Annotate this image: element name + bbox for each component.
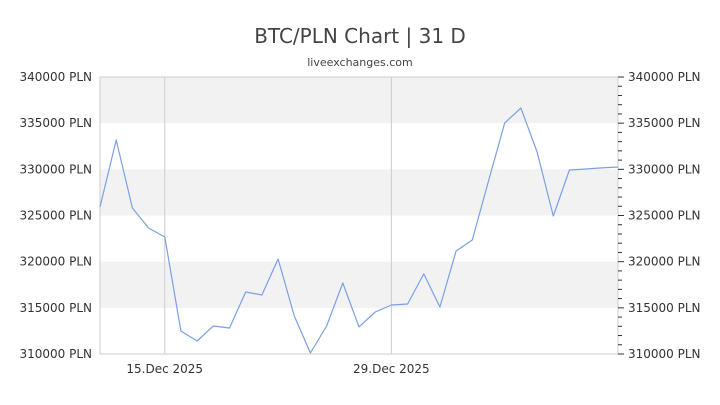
y-tick-label-left: 340000 PLN: [19, 70, 92, 84]
grid-band: [100, 169, 618, 216]
x-tick-label: 15.Dec 2025: [126, 362, 203, 376]
y-axis-right-minor-ticks: [618, 76, 624, 355]
y-tick-label-right: 335000 PLN: [628, 116, 701, 130]
y-tick-label-right: 320000 PLN: [628, 255, 701, 269]
y-axis-left: 340000 PLN 335000 PLN 330000 PLN 325000 PLN…: [19, 70, 92, 361]
grid-band: [100, 77, 618, 124]
y-tick-label-left: 330000 PLN: [19, 162, 92, 176]
y-axis-right: 340000 PLN 335000 PLN 330000 PLN 325000 PLN…: [628, 70, 701, 361]
chart-subtitle: liveexchanges.com: [307, 56, 413, 69]
vertical-gridlines: [164, 77, 392, 354]
y-tick-label-right: 330000 PLN: [628, 162, 701, 176]
y-tick-label-left: 310000 PLN: [19, 347, 92, 361]
y-tick-label-right: 340000 PLN: [628, 70, 701, 84]
y-tick-label-left: 320000 PLN: [19, 255, 92, 269]
x-axis: 15.Dec 2025 29.Dec 2025: [126, 362, 429, 376]
background-bands: [100, 77, 618, 308]
y-tick-label-left: 315000 PLN: [19, 301, 92, 315]
y-tick-label-right: 325000 PLN: [628, 209, 701, 223]
y-tick-label-right: 315000 PLN: [628, 301, 701, 315]
chart-title: BTC/PLN Chart | 31 D: [254, 24, 466, 48]
y-tick-label-left: 335000 PLN: [19, 116, 92, 130]
x-tick-label: 29.Dec 2025: [353, 362, 430, 376]
price-line: [99, 107, 619, 354]
y-tick-label-right: 310000 PLN: [628, 347, 701, 361]
grid-band: [100, 261, 618, 308]
y-tick-label-left: 325000 PLN: [19, 209, 92, 223]
